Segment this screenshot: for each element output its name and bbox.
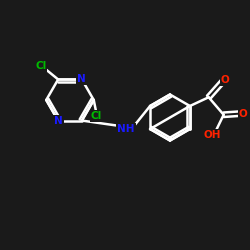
- Text: N: N: [54, 116, 62, 126]
- Text: N: N: [78, 74, 86, 85]
- Text: OH: OH: [204, 130, 221, 140]
- Text: O: O: [220, 75, 229, 85]
- Text: O: O: [238, 108, 247, 118]
- Text: Cl: Cl: [90, 111, 102, 121]
- Text: NH: NH: [118, 124, 135, 134]
- Text: Cl: Cl: [35, 61, 46, 71]
